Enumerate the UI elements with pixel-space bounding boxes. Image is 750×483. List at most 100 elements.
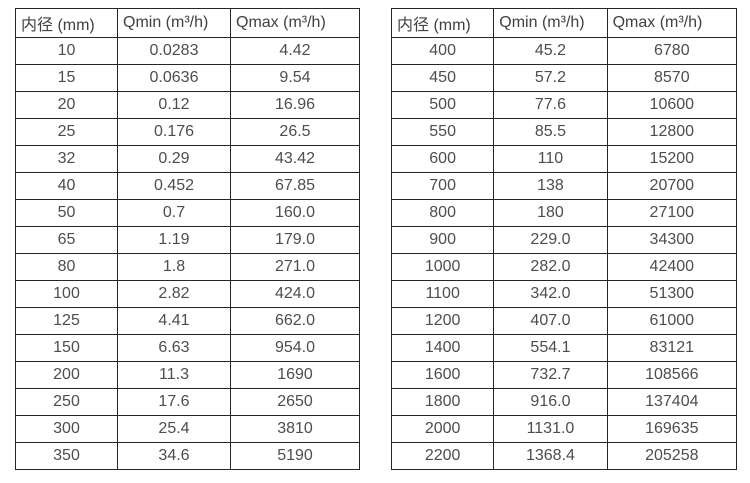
qmin-cell: 2.82 — [117, 280, 231, 308]
qmin-cell: 282.0 — [493, 253, 608, 281]
diameter-cell: 1000 — [390, 253, 495, 281]
table-row: 350 34.6 5190 — [15, 442, 360, 470]
qmax-cell: 9.54 — [230, 64, 360, 92]
table-row: 15 0.0636 9.54 — [15, 64, 360, 92]
qmax-cell: 3810 — [230, 415, 360, 443]
diameter-cell: 125 — [15, 307, 118, 335]
qmin-column-header: Qmin (m³/h) — [117, 8, 231, 38]
table-row: 1200 407.0 61000 — [390, 307, 738, 335]
table-row: 1600 732.7 108566 — [390, 361, 738, 389]
qmin-cell: 57.2 — [493, 64, 608, 92]
diameter-cell: 2200 — [390, 442, 495, 470]
table-row: 400 45.2 6780 — [390, 37, 738, 65]
qmax-cell: 61000 — [606, 307, 738, 335]
qmax-cell: 4.42 — [230, 37, 360, 65]
qmax-cell: 108566 — [606, 361, 738, 389]
diameter-cell: 15 — [15, 64, 118, 92]
qmax-cell: 424.0 — [230, 280, 360, 308]
diameter-cell: 800 — [390, 199, 495, 227]
diameter-cell: 25 — [15, 118, 118, 146]
flow-table-large-diameters: 内径 (mm) Qmin (m³/h) Qmax (m³/h) 400 45.2 6780… — [390, 8, 738, 470]
diameter-cell: 1800 — [390, 388, 495, 416]
qmin-cell: 6.63 — [117, 334, 231, 362]
qmax-cell: 160.0 — [230, 199, 360, 227]
diameter-cell: 1400 — [390, 334, 495, 362]
table-row: 700 138 20700 — [390, 172, 738, 200]
qmax-cell: 67.85 — [230, 172, 360, 200]
table-row: 1800 916.0 137404 — [390, 388, 738, 416]
qmax-cell: 271.0 — [230, 253, 360, 281]
qmax-cell: 42400 — [606, 253, 738, 281]
qmin-cell: 1.19 — [117, 226, 231, 254]
diameter-cell: 700 — [390, 172, 495, 200]
qmax-column-header: Qmax (m³/h) — [606, 8, 738, 38]
table-row: 200 11.3 1690 — [15, 361, 360, 389]
qmax-cell: 20700 — [606, 172, 738, 200]
qmax-cell: 10600 — [606, 91, 738, 119]
qmin-cell: 110 — [493, 145, 608, 173]
qmin-cell: 77.6 — [493, 91, 608, 119]
qmax-cell: 26.5 — [230, 118, 360, 146]
qmin-cell: 25.4 — [117, 415, 231, 443]
table-row: 150 6.63 954.0 — [15, 334, 360, 362]
header-row: 内径 (mm) Qmin (m³/h) Qmax (m³/h) — [15, 8, 360, 38]
diameter-cell: 200 — [15, 361, 118, 389]
qmax-cell: 43.42 — [230, 145, 360, 173]
table-row: 2000 1131.0 169635 — [390, 415, 738, 443]
table-row: 450 57.2 8570 — [390, 64, 738, 92]
diameter-cell: 1100 — [390, 280, 495, 308]
table-row: 32 0.29 43.42 — [15, 145, 360, 173]
qmax-cell: 6780 — [606, 37, 738, 65]
qmax-cell: 51300 — [606, 280, 738, 308]
diameter-cell: 40 — [15, 172, 118, 200]
diameter-cell: 900 — [390, 226, 495, 254]
qmin-cell: 180 — [493, 199, 608, 227]
diameter-cell: 32 — [15, 145, 118, 173]
table-row: 65 1.19 179.0 — [15, 226, 360, 254]
qmax-cell: 137404 — [606, 388, 738, 416]
qmax-cell: 15200 — [606, 145, 738, 173]
qmin-cell: 229.0 — [493, 226, 608, 254]
qmin-column-header: Qmin (m³/h) — [493, 8, 608, 38]
diameter-cell: 1600 — [390, 361, 495, 389]
table-row: 80 1.8 271.0 — [15, 253, 360, 281]
table-row: 20 0.12 16.96 — [15, 91, 360, 119]
diameter-cell: 450 — [390, 64, 495, 92]
table-row: 600 110 15200 — [390, 145, 738, 173]
qmax-cell: 1690 — [230, 361, 360, 389]
diameter-cell: 65 — [15, 226, 118, 254]
qmax-cell: 205258 — [606, 442, 738, 470]
qmin-cell: 1368.4 — [493, 442, 608, 470]
qmax-cell: 169635 — [606, 415, 738, 443]
qmax-cell: 16.96 — [230, 91, 360, 119]
diameter-cell: 250 — [15, 388, 118, 416]
qmax-cell: 662.0 — [230, 307, 360, 335]
diameter-cell: 2000 — [390, 415, 495, 443]
table-row: 25 0.176 26.5 — [15, 118, 360, 146]
table-row: 125 4.41 662.0 — [15, 307, 360, 335]
qmin-cell: 17.6 — [117, 388, 231, 416]
qmin-cell: 732.7 — [493, 361, 608, 389]
qmin-cell: 0.29 — [117, 145, 231, 173]
qmax-cell: 2650 — [230, 388, 360, 416]
diameter-cell: 500 — [390, 91, 495, 119]
header-row: 内径 (mm) Qmin (m³/h) Qmax (m³/h) — [390, 8, 738, 38]
qmin-cell: 916.0 — [493, 388, 608, 416]
qmin-cell: 1.8 — [117, 253, 231, 281]
qmax-cell: 5190 — [230, 442, 360, 470]
flow-table-small-diameters: 内径 (mm) Qmin (m³/h) Qmax (m³/h) 10 0.0283 4.4… — [15, 8, 360, 470]
diameter-cell: 1200 — [390, 307, 495, 335]
table-row: 40 0.452 67.85 — [15, 172, 360, 200]
table-row: 50 0.7 160.0 — [15, 199, 360, 227]
qmin-cell: 138 — [493, 172, 608, 200]
table-row: 1000 282.0 42400 — [390, 253, 738, 281]
table-row: 100 2.82 424.0 — [15, 280, 360, 308]
table-row: 1400 554.1 83121 — [390, 334, 738, 362]
table-row: 800 180 27100 — [390, 199, 738, 227]
qmin-cell: 0.0283 — [117, 37, 231, 65]
diameter-column-header: 内径 (mm) — [15, 8, 118, 38]
diameter-cell: 400 — [390, 37, 495, 65]
table-row: 900 229.0 34300 — [390, 226, 738, 254]
qmin-cell: 407.0 — [493, 307, 608, 335]
